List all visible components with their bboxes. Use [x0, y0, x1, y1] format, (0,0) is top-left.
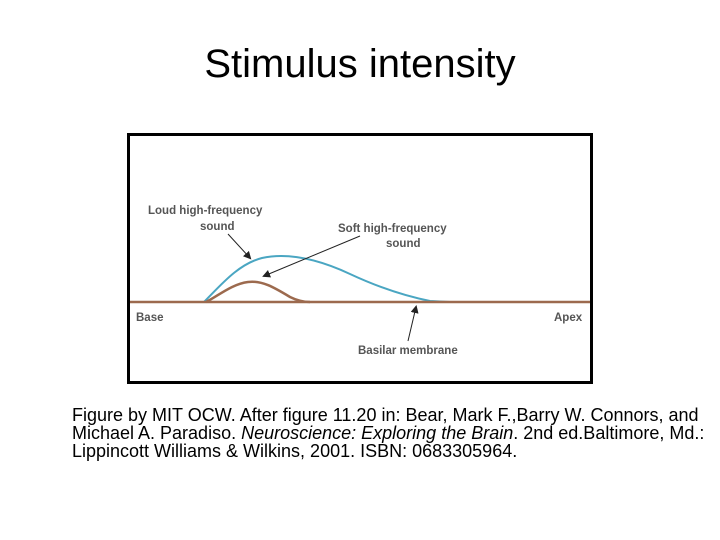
soft-sound-curve: [205, 280, 311, 304]
caption-book-title: Neuroscience: Exploring the Brain: [241, 423, 514, 443]
figure-caption: Figure by MIT OCW. After figure 11.20 in…: [72, 406, 720, 460]
basilar-membrane-label: Basilar membrane: [358, 345, 458, 357]
slide-title: Stimulus intensity: [204, 42, 516, 86]
caption-text: Figure by MIT OCW. After figure 11.20 in…: [72, 405, 699, 443]
soft-sound-label-line2: sound: [386, 238, 421, 250]
loud-sound-label-line1: Loud high-frequency: [148, 205, 263, 217]
membrane-arrow: [407, 305, 419, 342]
figure-frame: Loud high-frequency sound Soft high-freq…: [127, 133, 593, 384]
loud-sound-arrow: [227, 233, 252, 260]
loud-sound-label-line2: sound: [200, 221, 235, 233]
soft-sound-arrow: [262, 235, 361, 278]
caption-text-end: . 2nd ed.Baltimore, Md.: Lippincott Will…: [72, 423, 705, 461]
apex-label: Apex: [554, 312, 583, 324]
base-label: Base: [136, 312, 164, 324]
basilar-membrane-diagram: Loud high-frequency sound Soft high-freq…: [130, 205, 590, 357]
soft-sound-label-line1: Soft high-frequency: [338, 223, 447, 235]
loud-sound-curve: [203, 255, 451, 303]
